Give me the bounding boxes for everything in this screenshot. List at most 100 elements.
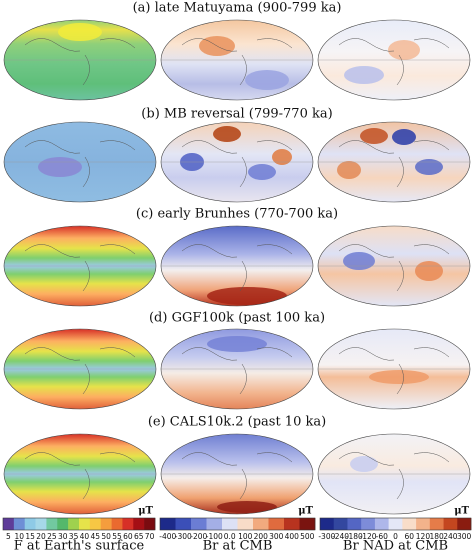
coastline <box>24 452 136 500</box>
map-outline <box>317 19 471 101</box>
colorbar-cell <box>13 518 26 530</box>
colorbar-tick-label: 30 <box>58 532 68 541</box>
map <box>4 122 156 202</box>
map-outline <box>317 433 471 515</box>
colorbar-cell <box>299 518 316 530</box>
colorbar-frame <box>159 517 316 531</box>
colorbar-tick-label: 65 <box>134 532 144 541</box>
coastline <box>24 347 136 395</box>
colorbar-cell <box>374 518 389 530</box>
colorbar-tick-label: 25 <box>47 532 57 541</box>
colorbar-cell <box>268 518 285 530</box>
colorbar-cell <box>122 518 134 530</box>
colorbar-tick-label: 70 <box>145 532 155 541</box>
map <box>318 122 470 202</box>
colorbar-tick-label: 50 <box>101 532 111 541</box>
map-outline <box>160 19 314 101</box>
colorbar-tick-label: -60 <box>376 532 388 541</box>
map <box>161 329 313 409</box>
colorbar-cell <box>222 518 238 530</box>
colorbar-tick-label: 100 <box>238 532 253 541</box>
colorbar-tick-label: 0 <box>393 532 398 541</box>
map-feature <box>388 40 420 60</box>
colorbar-cell <box>237 518 254 530</box>
colorbar-cell <box>68 518 80 530</box>
map <box>4 226 156 306</box>
colorbar-tick-label: -300 <box>318 532 335 541</box>
map-feature <box>343 252 375 270</box>
colorbar-cell <box>89 518 102 530</box>
colorbar-tick-label: -180 <box>346 532 363 541</box>
colorbar-caption: Br NAD at CMB <box>343 539 448 552</box>
colorbar-cell <box>175 518 192 530</box>
colorbar-tick-label: 15 <box>25 532 35 541</box>
colorbar-tick-label: -400 <box>159 532 176 541</box>
colorbar-tick-label: 200 <box>254 532 269 541</box>
coastline <box>338 244 450 292</box>
colorbar-tick-label: -240 <box>332 532 349 541</box>
colorbar-tick-label: 45 <box>91 532 101 541</box>
map-feature <box>272 149 292 165</box>
colorbar-cell <box>57 518 69 530</box>
panel-title: (b) MB reversal (799-770 ka) <box>141 107 332 122</box>
colorbar-tick-label: 400 <box>285 532 300 541</box>
colorbar-cell <box>457 518 472 530</box>
colorbar-tick-label: 10 <box>15 532 25 541</box>
map-feature <box>248 164 276 180</box>
colorbar-cell <box>284 518 300 530</box>
colorbar-cell <box>100 518 112 530</box>
map-outline <box>3 225 157 307</box>
colorbar-cell <box>429 518 444 530</box>
coastline <box>181 452 293 500</box>
colorbar-cell <box>191 518 207 530</box>
colorbar-tick-label: 240 <box>443 532 458 541</box>
colorbar-cell <box>253 518 269 530</box>
map <box>4 329 156 409</box>
coastline <box>338 38 450 86</box>
colorbar-tick-label: 20 <box>36 532 46 541</box>
colorbar-cell <box>320 518 335 530</box>
colorbar-tick-label: -120 <box>360 532 377 541</box>
map-feature <box>213 126 241 142</box>
colorbar-cell <box>3 518 15 530</box>
colorbar-unit: μT <box>298 506 313 517</box>
map-outline <box>317 121 471 203</box>
panel-title: (e) CALS10k.2 (past 10 ka) <box>148 415 326 430</box>
map <box>318 434 470 514</box>
map-feature <box>337 161 361 179</box>
map-feature <box>207 287 287 305</box>
colorbar-unit: μT <box>454 506 469 517</box>
colorbar-cell <box>206 518 223 530</box>
map-outline <box>3 328 157 410</box>
map-outline <box>317 328 471 410</box>
map-feature <box>415 159 443 175</box>
panel-title: (a) late Matuyama (900-799 ka) <box>133 1 342 16</box>
map <box>161 226 313 306</box>
coastline <box>24 38 136 86</box>
colorbar-cell <box>111 518 123 530</box>
coastline <box>181 140 293 188</box>
colorbar-cell <box>24 518 36 530</box>
colorbar-cell <box>160 518 176 530</box>
colorbar-tick-label: 0.0 <box>224 532 236 541</box>
map-outline <box>3 433 157 515</box>
colorbar-cell <box>347 518 362 530</box>
map-feature <box>369 370 429 384</box>
colorbar-caption: Br at CMB <box>203 539 273 552</box>
colorbar-cell <box>79 518 91 530</box>
colorbar-tick-label: -200 <box>190 532 207 541</box>
colorbar-tick-label: 60 <box>123 532 133 541</box>
colorbar-frame <box>2 517 156 531</box>
colorbar-cell <box>416 518 431 530</box>
colorbar-tick-label: -300 <box>175 532 192 541</box>
coastline <box>338 452 450 500</box>
coastline <box>181 38 293 86</box>
colorbar-cell <box>333 518 348 530</box>
map <box>318 226 470 306</box>
map <box>318 329 470 409</box>
colorbar-tick-label: 500 <box>300 532 315 541</box>
map-feature <box>217 501 277 513</box>
map-feature <box>415 261 443 281</box>
map <box>161 434 313 514</box>
